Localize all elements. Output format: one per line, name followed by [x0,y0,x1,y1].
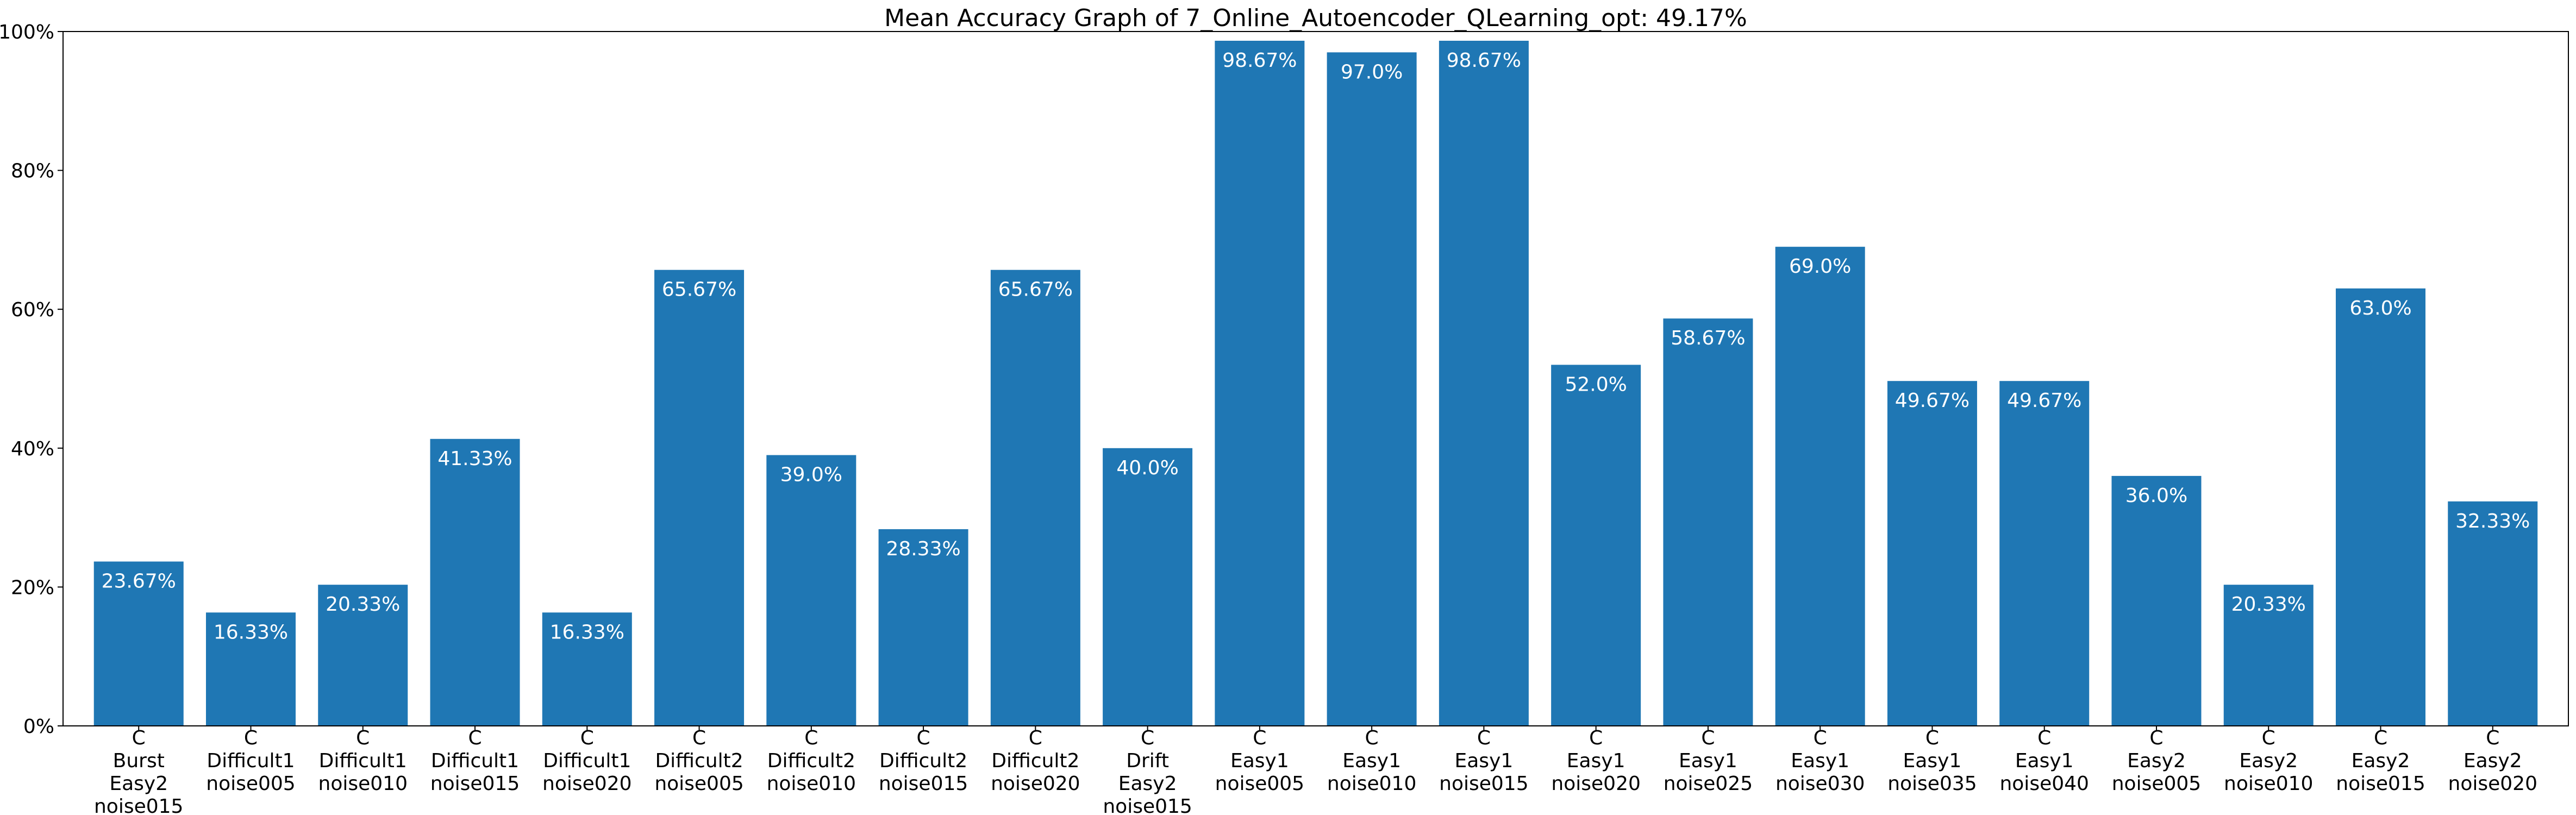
bar [430,438,520,726]
x-tick-label: C Difficult2 noise005 [654,727,743,795]
x-tick-label: C Difficult2 noise015 [879,727,968,795]
x-tick-label: C Difficult2 noise020 [991,727,1080,795]
y-axis: 0% 20% 40% 60% 80% 100% [0,21,63,738]
bar [1103,448,1193,726]
data-label: 16.33% [214,621,288,643]
data-label: 98.67% [1447,49,1521,72]
bar [2448,501,2538,726]
bar [1327,52,1417,726]
x-axis: C Burst Easy2 noise015 C Difficult1 noise005 C D… [94,726,2537,815]
data-label: 32.33% [2455,510,2530,532]
data-label: 52.0% [1565,373,1627,396]
bar [1999,381,2090,726]
x-tick-label: C Difficult1 noise010 [318,727,408,795]
data-label: 49.67% [2007,390,2081,412]
bar [654,269,745,726]
data-label: 65.67% [662,279,736,301]
x-tick-label: C Easy1 noise040 [1999,727,2089,795]
x-tick-label: C Easy1 noise030 [1775,727,1865,795]
x-tick-label: C Easy2 noise020 [2448,727,2537,795]
bar [1215,40,1305,726]
data-label: 39.0% [780,464,842,486]
x-tick-label: C Easy1 noise010 [1327,727,1416,795]
x-tick-label: C Easy2 noise015 [2336,727,2425,795]
plot-frame [62,31,2569,726]
data-label: 97.0% [1341,61,1403,83]
x-tick-label: C Difficult1 noise015 [430,727,520,795]
y-tick-label: 0% [23,716,54,738]
bar [2336,288,2426,726]
x-tick-label: C Drift Easy2 noise015 [1103,727,1192,815]
data-label: 40.0% [1116,457,1178,479]
x-tick-label: C Difficult2 noise010 [767,727,856,795]
chart-title: Mean Accuracy Graph of 7_Online_Autoenco… [884,4,1747,32]
data-label: 16.33% [550,621,624,643]
bar [2111,475,2202,726]
data-label: 98.67% [1222,49,1297,72]
bar [990,269,1080,726]
bar [766,455,856,726]
x-tick-label: C Burst Easy2 noise015 [94,727,183,815]
x-tick-label: C Easy1 noise025 [1664,727,1753,795]
data-label: 20.33% [2231,593,2306,616]
x-tick-label: C Difficult1 noise005 [206,727,295,795]
data-label: 49.67% [1895,390,1969,412]
y-tick-label: 80% [11,160,54,183]
data-label: 65.67% [998,279,1073,301]
bar [878,529,968,726]
bar [1887,381,1977,726]
x-tick-label: C Difficult1 noise020 [542,727,632,795]
x-tick-label: C Easy1 noise020 [1551,727,1640,795]
data-label: 63.0% [2349,297,2411,319]
bars [93,40,2538,726]
bar [93,561,184,726]
data-label: 69.0% [1789,255,1851,278]
bar [1551,365,1641,726]
data-label: 23.67% [102,570,176,592]
x-tick-label: C Easy1 noise035 [1887,727,1977,795]
x-tick-label: C Easy1 noise015 [1439,727,1528,795]
data-label: 36.0% [2125,485,2187,507]
bar [1439,40,1529,726]
bar [542,612,632,726]
y-tick-label: 20% [11,576,54,599]
y-tick-label: 60% [11,299,54,321]
bar [205,612,296,726]
bar [1663,318,1753,726]
bar [318,585,408,726]
bar [1775,247,1865,726]
bar [2223,585,2314,726]
x-tick-label: C Easy2 noise010 [2224,727,2313,795]
data-label: 20.33% [326,593,400,616]
data-labels: 23.67% 16.33% 20.33% 41.33% 16.33% 65.67% 39.0… [102,49,2530,643]
y-tick-label: 100% [0,21,54,43]
data-label: 28.33% [886,538,960,560]
x-tick-label: C Easy2 noise005 [2112,727,2201,795]
x-tick-label: C Easy1 noise005 [1215,727,1304,795]
y-tick-label: 40% [11,438,54,460]
data-label: 58.67% [1671,327,1745,349]
data-label: 41.33% [437,448,512,470]
